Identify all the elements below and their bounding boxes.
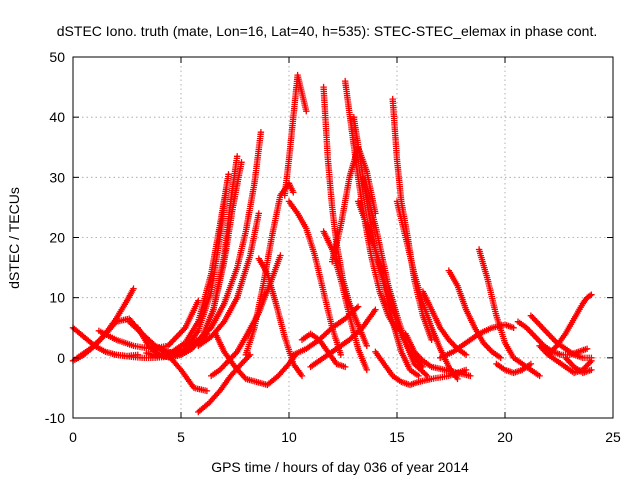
data-series-arc xyxy=(307,306,379,371)
data-series-arc xyxy=(393,198,461,383)
data-point-markers xyxy=(298,330,349,371)
data-series-arc xyxy=(527,312,595,361)
data-series-arc xyxy=(298,330,349,371)
y-tick-label: 50 xyxy=(49,49,65,65)
data-point-markers xyxy=(393,198,461,383)
x-tick-label: 5 xyxy=(177,429,185,445)
data-point-markers xyxy=(437,321,517,361)
data-series-arc xyxy=(562,354,595,377)
data-series-arc xyxy=(545,291,595,358)
data-series-arc xyxy=(437,321,517,361)
data-point-markers xyxy=(307,306,379,371)
y-tick-label: 40 xyxy=(49,109,65,125)
data-point-markers xyxy=(320,83,370,349)
data-point-markers xyxy=(285,198,344,358)
data-point-markers xyxy=(195,351,254,416)
data-point-markers xyxy=(493,360,535,377)
data-point-markers xyxy=(255,255,306,380)
data-series-arc xyxy=(113,330,211,361)
y-tick-label: 10 xyxy=(49,290,65,306)
data-point-markers xyxy=(527,312,595,361)
data-series-arc xyxy=(281,71,310,199)
data-point-markers xyxy=(359,174,431,380)
data-point-markers xyxy=(281,71,310,199)
data-series-arc xyxy=(402,330,474,380)
data-series-arc xyxy=(195,210,262,349)
y-tick-label: 30 xyxy=(49,169,65,185)
x-tick-label: 25 xyxy=(605,429,621,445)
y-tick-label: 20 xyxy=(49,230,65,246)
data-point-markers xyxy=(113,330,211,361)
data-layer xyxy=(69,71,595,416)
grid-layer xyxy=(73,57,613,418)
x-tick-label: 20 xyxy=(497,429,513,445)
data-series-arc xyxy=(320,83,370,349)
data-point-markers xyxy=(475,246,543,380)
x-tick-label: 0 xyxy=(69,429,77,445)
data-point-markers xyxy=(195,210,262,349)
data-series-arc xyxy=(285,198,344,358)
y-tick-label: -10 xyxy=(45,410,65,426)
y-tick-label: 0 xyxy=(57,350,65,366)
chart-title: dSTEC Iono. truth (mate, Lon=16, Lat=40,… xyxy=(57,23,597,39)
data-point-markers xyxy=(212,330,299,389)
data-series-arc xyxy=(493,360,535,377)
data-point-markers xyxy=(402,330,474,380)
data-point-markers xyxy=(562,354,595,377)
data-series-arc xyxy=(212,330,299,389)
data-series-arc xyxy=(475,246,543,380)
y-axis-label: dSTEC / TECUs xyxy=(6,187,22,289)
data-series-arc xyxy=(195,351,254,416)
x-tick-label: 10 xyxy=(281,429,297,445)
data-series-arc xyxy=(208,252,284,380)
data-series-arc xyxy=(255,255,306,380)
x-axis-label: GPS time / hours of day 036 of year 2014 xyxy=(211,459,469,475)
data-point-markers xyxy=(545,291,595,358)
data-point-markers xyxy=(208,252,284,380)
x-tick-label: 15 xyxy=(389,429,405,445)
data-series-arc xyxy=(359,174,431,380)
